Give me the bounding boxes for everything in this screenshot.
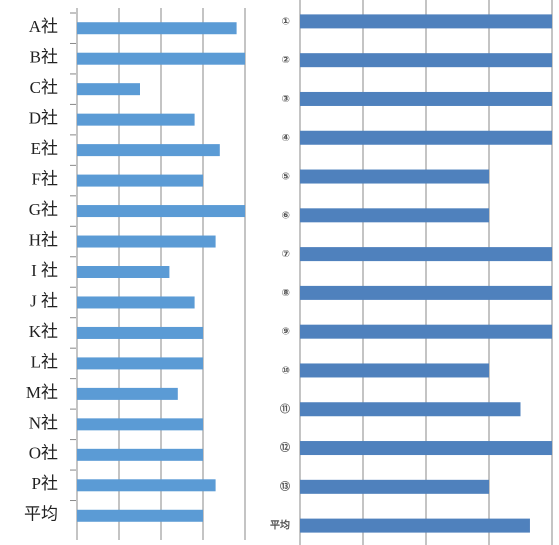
y-tick-label: P社 [32,474,58,493]
bar [77,448,203,461]
bar [300,518,530,533]
bar [77,205,245,218]
bar [300,91,552,106]
y-tick-label: A社 [29,17,58,36]
y-tick-label: ⑬ [280,480,290,493]
y-tick-label: ⑦ [282,249,290,260]
y-tick-label: E社 [31,139,58,158]
y-tick-label: C社 [30,78,58,97]
y-tick-label: O社 [29,444,58,463]
y-tick-label: 平均 [270,519,290,532]
bar [300,169,489,184]
bar [77,235,216,248]
bar [300,324,552,339]
y-tick-label: L社 [31,352,58,371]
y-tick-label: G社 [29,200,58,219]
bar [300,285,552,300]
y-tick-label: ② [282,55,290,66]
bar [300,479,489,494]
bar [77,113,195,126]
y-tick-label: B社 [30,48,58,67]
bar [77,326,203,339]
bar [77,22,237,35]
bar [300,363,489,378]
bar [77,266,170,278]
bar [300,402,521,417]
y-tick-label: F社 [32,169,58,188]
y-tick-label: ⑩ [282,365,290,376]
y-tick-label: 平均 [24,505,58,524]
y-tick-label: J 社 [30,291,58,310]
bar [77,83,140,96]
bar [77,174,203,187]
bar [300,130,552,145]
bar [77,296,195,309]
y-tick-label: M社 [26,383,58,402]
y-tick-label: ⑫ [280,441,290,454]
y-tick-label: H社 [29,230,58,249]
y-tick-label: I 社 [31,261,58,280]
bar [77,52,245,65]
y-tick-label: ③ [282,94,290,105]
bar [77,479,216,492]
y-tick-label: K社 [29,322,58,341]
bar [300,208,489,223]
bar [77,509,203,522]
y-tick-label: ⑧ [282,288,290,299]
y-tick-label: D社 [29,109,58,128]
bar [300,247,552,262]
y-tick-label: ⑪ [280,402,290,415]
y-tick-label: ④ [282,133,290,144]
bar [77,387,178,400]
bar [77,144,220,157]
bar [77,418,203,431]
bar [300,441,552,456]
bar [300,14,552,29]
y-tick-label: ⑤ [282,172,290,183]
y-tick-label: ⑨ [282,327,290,338]
bar [300,53,552,68]
y-tick-label: N社 [29,413,58,432]
y-tick-label: ⑥ [282,210,290,221]
y-tick-label: ① [282,16,290,27]
bar [77,357,203,370]
